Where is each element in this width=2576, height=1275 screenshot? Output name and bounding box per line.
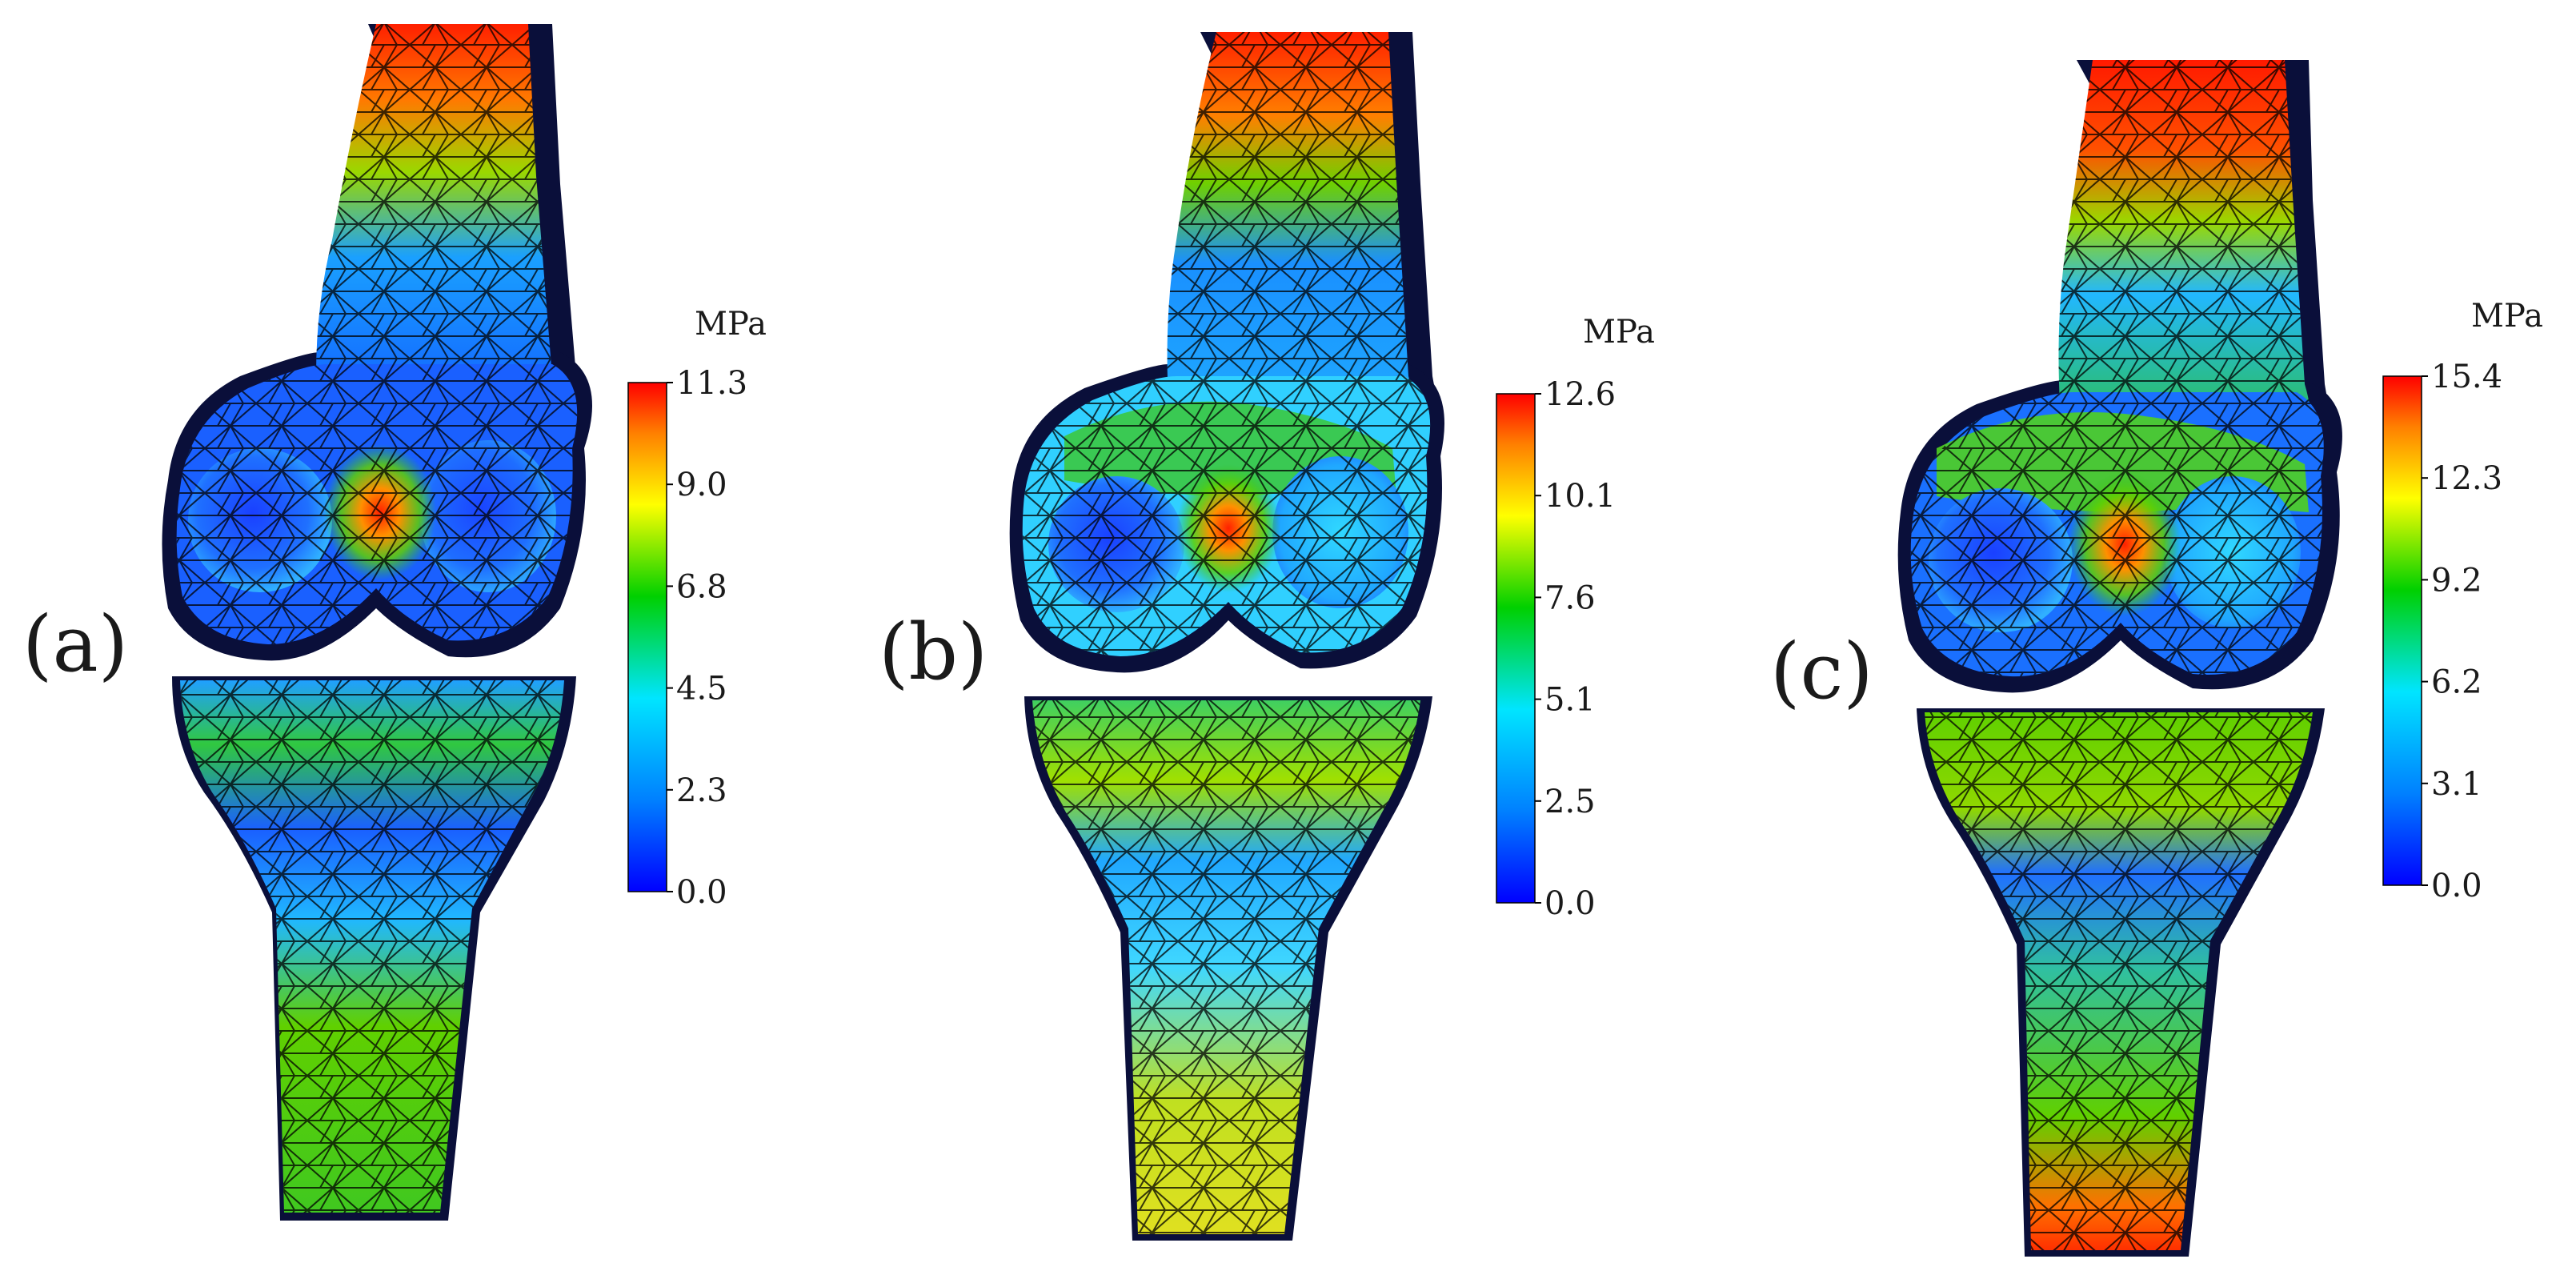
panel-a: (a) MPa 11.3 9.0 6.8 4.5 2.3 0.0 (22, 24, 767, 1221)
colorbar-tick-label-a: 2.3 (676, 772, 727, 809)
colorbar-c: MPa 15.4 12.3 9.2 6.2 3.1 0.0 (2382, 298, 2543, 904)
colorbar-tick-label-b: 0.0 (1544, 885, 1596, 922)
colorbar-tick-label-a: 4.5 (676, 671, 727, 708)
panel-label-a: (a) (22, 599, 128, 689)
colorbar-gradient-a (627, 382, 667, 892)
colorbar-tick-label-b: 7.6 (1544, 579, 1596, 616)
colorbar-tick-label-a: 6.8 (676, 568, 727, 605)
colorbar-tick-label-c: 3.1 (2431, 766, 2482, 803)
colorbar-unit-c: MPa (2471, 298, 2543, 335)
colorbar-ticks-b: 12.6 10.1 7.6 5.1 2.5 0.0 (1535, 376, 1616, 922)
femur-a (162, 24, 592, 661)
tibia-a (172, 676, 576, 1221)
colorbar-tick-label-a: 11.3 (676, 365, 747, 402)
colorbar-tick-label-b: 2.5 (1544, 784, 1596, 820)
tibia-c (1917, 708, 2325, 1257)
colorbar-tick-label-b: 12.6 (1544, 376, 1616, 413)
colorbar-tick-label-b: 5.1 (1544, 682, 1596, 719)
femur-b (1009, 32, 1444, 673)
colorbar-a: MPa 11.3 9.0 6.8 4.5 2.3 0.0 (627, 306, 767, 911)
colorbar-b: MPa 12.6 10.1 7.6 5.1 2.5 0.0 (1496, 314, 1655, 922)
panel-c: (c) MPa 15.4 12.3 9.2 6.2 3.1 0.0 (1770, 60, 2543, 1257)
colorbar-tick-label-c: 15.4 (2431, 359, 2502, 395)
panel-label-c: (c) (1770, 627, 1873, 716)
panel-b: (b) MPa 12.6 10.1 7.6 5.1 2.5 0.0 (879, 32, 1655, 1241)
colorbar-tick-label-c: 9.2 (2431, 562, 2482, 599)
colorbar-gradient-b (1496, 393, 1536, 904)
colorbar-ticks-a: 11.3 9.0 6.8 4.5 2.3 0.0 (667, 365, 747, 911)
colorbar-tick-label-b: 10.1 (1544, 478, 1616, 515)
colorbar-unit-a: MPa (695, 306, 767, 343)
tibia-b (1024, 696, 1432, 1241)
colorbar-ticks-c: 15.4 12.3 9.2 6.2 3.1 0.0 (2422, 359, 2502, 904)
colorbar-tick-label-c: 12.3 (2431, 460, 2502, 497)
femur-c (1897, 60, 2342, 693)
panel-label-b: (b) (879, 607, 988, 697)
colorbar-tick-label-c: 0.0 (2431, 868, 2482, 904)
colorbar-gradient-c (2382, 375, 2422, 886)
colorbar-tick-label-a: 9.0 (676, 467, 727, 503)
colorbar-unit-b: MPa (1583, 314, 1655, 351)
colorbar-tick-label-c: 6.2 (2431, 664, 2482, 701)
colorbar-tick-label-a: 0.0 (676, 874, 727, 911)
